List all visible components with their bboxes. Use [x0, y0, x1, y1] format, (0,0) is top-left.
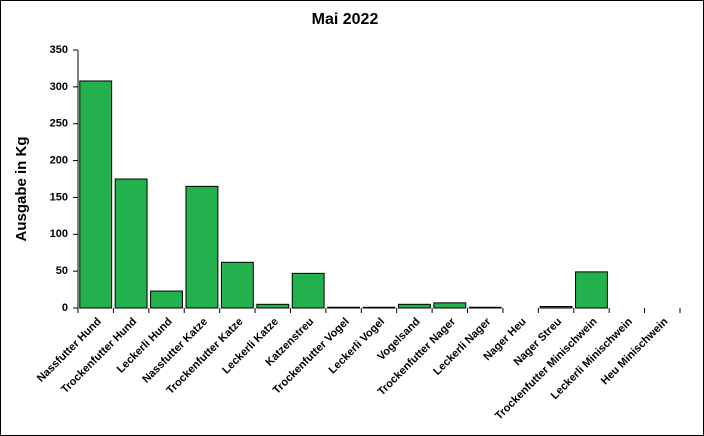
- y-tick-label: 350: [50, 44, 68, 56]
- bar: [397, 303, 431, 309]
- bar: [150, 290, 183, 309]
- bar: [185, 185, 219, 309]
- y-tick-label: 100: [50, 228, 68, 240]
- bar: [79, 80, 113, 309]
- bar: [539, 306, 573, 309]
- y-tick-label: 300: [50, 81, 68, 93]
- bar: [575, 271, 608, 309]
- y-tick-label: 200: [50, 154, 68, 166]
- bar: [256, 303, 290, 309]
- y-tick-label: 0: [62, 302, 68, 314]
- y-tick-label: 150: [50, 191, 68, 203]
- bar: [114, 178, 148, 309]
- chart-title: Mai 2022: [312, 11, 379, 28]
- bar: [220, 261, 254, 309]
- bar: [327, 306, 361, 309]
- bar: [362, 306, 396, 309]
- bar: [291, 272, 325, 309]
- bar: [468, 306, 502, 309]
- y-tick-label: 50: [56, 265, 68, 277]
- bar: [433, 302, 467, 309]
- y-tick-label: 250: [50, 118, 68, 130]
- y-axis-label: Ausgabe in Kg: [13, 136, 30, 241]
